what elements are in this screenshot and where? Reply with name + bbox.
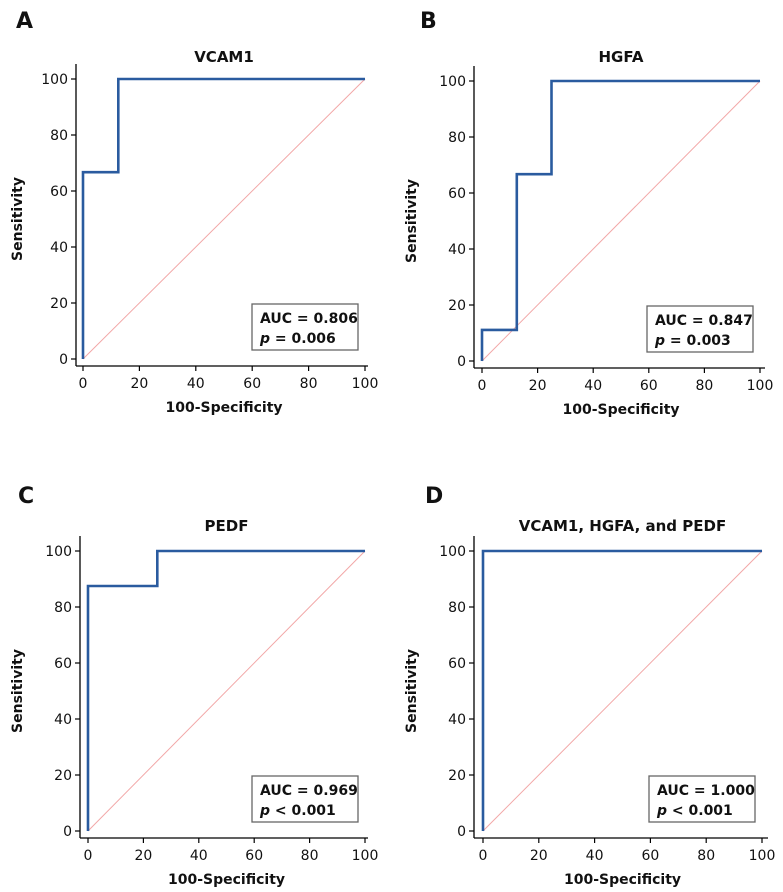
x-tick-label: 60 (640, 378, 658, 394)
y-tick-label: 0 (457, 824, 466, 840)
y-tick-label: 0 (59, 352, 68, 368)
auc-box (251, 303, 359, 351)
y-tick-label: 20 (448, 768, 466, 784)
p-symbol: p (259, 331, 270, 347)
auc-label: AUC = 0.847 (655, 313, 753, 329)
x-tick-label: 100 (749, 848, 776, 864)
reference-diagonal-line (481, 80, 761, 362)
y-tick-label: 20 (448, 298, 466, 314)
roc-curve-line (81, 77, 365, 359)
x-tick-label: 40 (190, 848, 208, 864)
reference-diagonal-line (87, 550, 366, 832)
x-tick-label: 40 (187, 376, 205, 392)
y-tick-label: 40 (448, 712, 466, 728)
x-tick-label: 40 (586, 848, 604, 864)
x-tick-label: 0 (478, 378, 487, 394)
p-value-label: p < 0.001 (259, 803, 336, 819)
roc-panel-b: B HGFA 0 20 40 60 80 100 0 20 40 60 80 100 Sensitivity… (404, 9, 773, 418)
x-axis-label: 100-Specificity (562, 402, 679, 418)
p-value: < 0.001 (667, 803, 733, 819)
p-value-label: p = 0.006 (259, 331, 336, 347)
y-tick-label: 40 (50, 240, 68, 256)
roc-panel-a: A VCAM1 0 20 40 60 80 100 0 20 40 60 80 100 Sensitivit… (10, 9, 378, 416)
x-tick-label: 80 (697, 848, 715, 864)
x-axis-label: 100-Specificity (564, 872, 681, 888)
auc-box (646, 305, 754, 353)
p-symbol: p (259, 803, 270, 819)
y-axis-label: Sensitivity (404, 179, 420, 263)
x-tick-label: 20 (130, 376, 148, 392)
x-tick-label: 40 (584, 378, 602, 394)
y-tick-label: 60 (54, 656, 72, 672)
roc-curve-line (86, 549, 365, 831)
y-axis-label: Sensitivity (10, 177, 26, 261)
roc-panel-c: C PEDF 0 20 40 60 80 100 0 20 40 60 80 100 Sensitivity… (10, 484, 378, 888)
x-tick-label: 80 (300, 376, 318, 392)
panel-letter: D (425, 484, 443, 509)
y-tick-label: 40 (54, 712, 72, 728)
auc-box (251, 775, 359, 823)
x-tick-label: 20 (134, 848, 152, 864)
x-tick-label: 100 (352, 848, 379, 864)
p-symbol: p (656, 803, 667, 819)
y-tick-label: 100 (41, 72, 68, 88)
y-tick-label: 100 (439, 74, 466, 90)
panel-letter: C (18, 484, 34, 509)
auc-box (648, 775, 756, 823)
x-tick-label: 0 (84, 848, 93, 864)
p-value: < 0.001 (270, 803, 336, 819)
y-axis-label: Sensitivity (10, 649, 26, 733)
auc-label: AUC = 0.806 (260, 311, 358, 327)
x-tick-label: 20 (529, 378, 547, 394)
y-tick-label: 20 (50, 296, 68, 312)
y-tick-label: 40 (448, 242, 466, 258)
roc-curve-line (480, 79, 760, 361)
x-tick-label: 60 (245, 848, 263, 864)
x-tick-label: 0 (479, 848, 488, 864)
y-tick-label: 80 (448, 600, 466, 616)
y-tick-label: 100 (439, 544, 466, 560)
x-axis-label: 100-Specificity (168, 872, 285, 888)
x-tick-label: 0 (79, 376, 88, 392)
x-tick-label: 60 (641, 848, 659, 864)
p-value-label: p < 0.001 (656, 803, 733, 819)
chart-title: PEDF (205, 517, 249, 535)
x-tick-label: 80 (695, 378, 713, 394)
x-axis-label: 100-Specificity (165, 400, 282, 416)
p-symbol: p (654, 333, 665, 349)
y-tick-label: 80 (448, 130, 466, 146)
chart-title: VCAM1 (194, 48, 254, 66)
y-tick-label: 60 (50, 184, 68, 200)
y-axis-label: Sensitivity (404, 649, 420, 733)
roc-panel-d: D VCAM1, HGFA, and PEDF 0 20 40 60 80 100 0 20 40 6… (404, 484, 775, 888)
p-value: = 0.006 (270, 331, 336, 347)
y-tick-label: 80 (50, 128, 68, 144)
y-tick-label: 20 (54, 768, 72, 784)
panel-letter: B (420, 9, 437, 34)
x-tick-label: 20 (530, 848, 548, 864)
y-tick-label: 100 (45, 544, 72, 560)
x-tick-label: 80 (301, 848, 319, 864)
y-tick-label: 0 (63, 824, 72, 840)
roc-curve-line (481, 549, 762, 831)
auc-label: AUC = 0.969 (260, 783, 358, 799)
x-tick-label: 100 (352, 376, 379, 392)
chart-title: HGFA (599, 48, 644, 66)
y-tick-label: 80 (54, 600, 72, 616)
p-value-label: p = 0.003 (654, 333, 731, 349)
y-tick-label: 60 (448, 186, 466, 202)
y-tick-label: 0 (457, 354, 466, 370)
reference-diagonal-line (482, 550, 763, 832)
auc-label: AUC = 1.000 (657, 783, 755, 799)
p-value: = 0.003 (665, 333, 731, 349)
panel-letter: A (16, 9, 33, 34)
chart-title: VCAM1, HGFA, and PEDF (519, 517, 726, 535)
x-tick-label: 60 (243, 376, 261, 392)
x-tick-label: 100 (747, 378, 774, 394)
y-tick-label: 60 (448, 656, 466, 672)
reference-diagonal-line (82, 78, 366, 360)
